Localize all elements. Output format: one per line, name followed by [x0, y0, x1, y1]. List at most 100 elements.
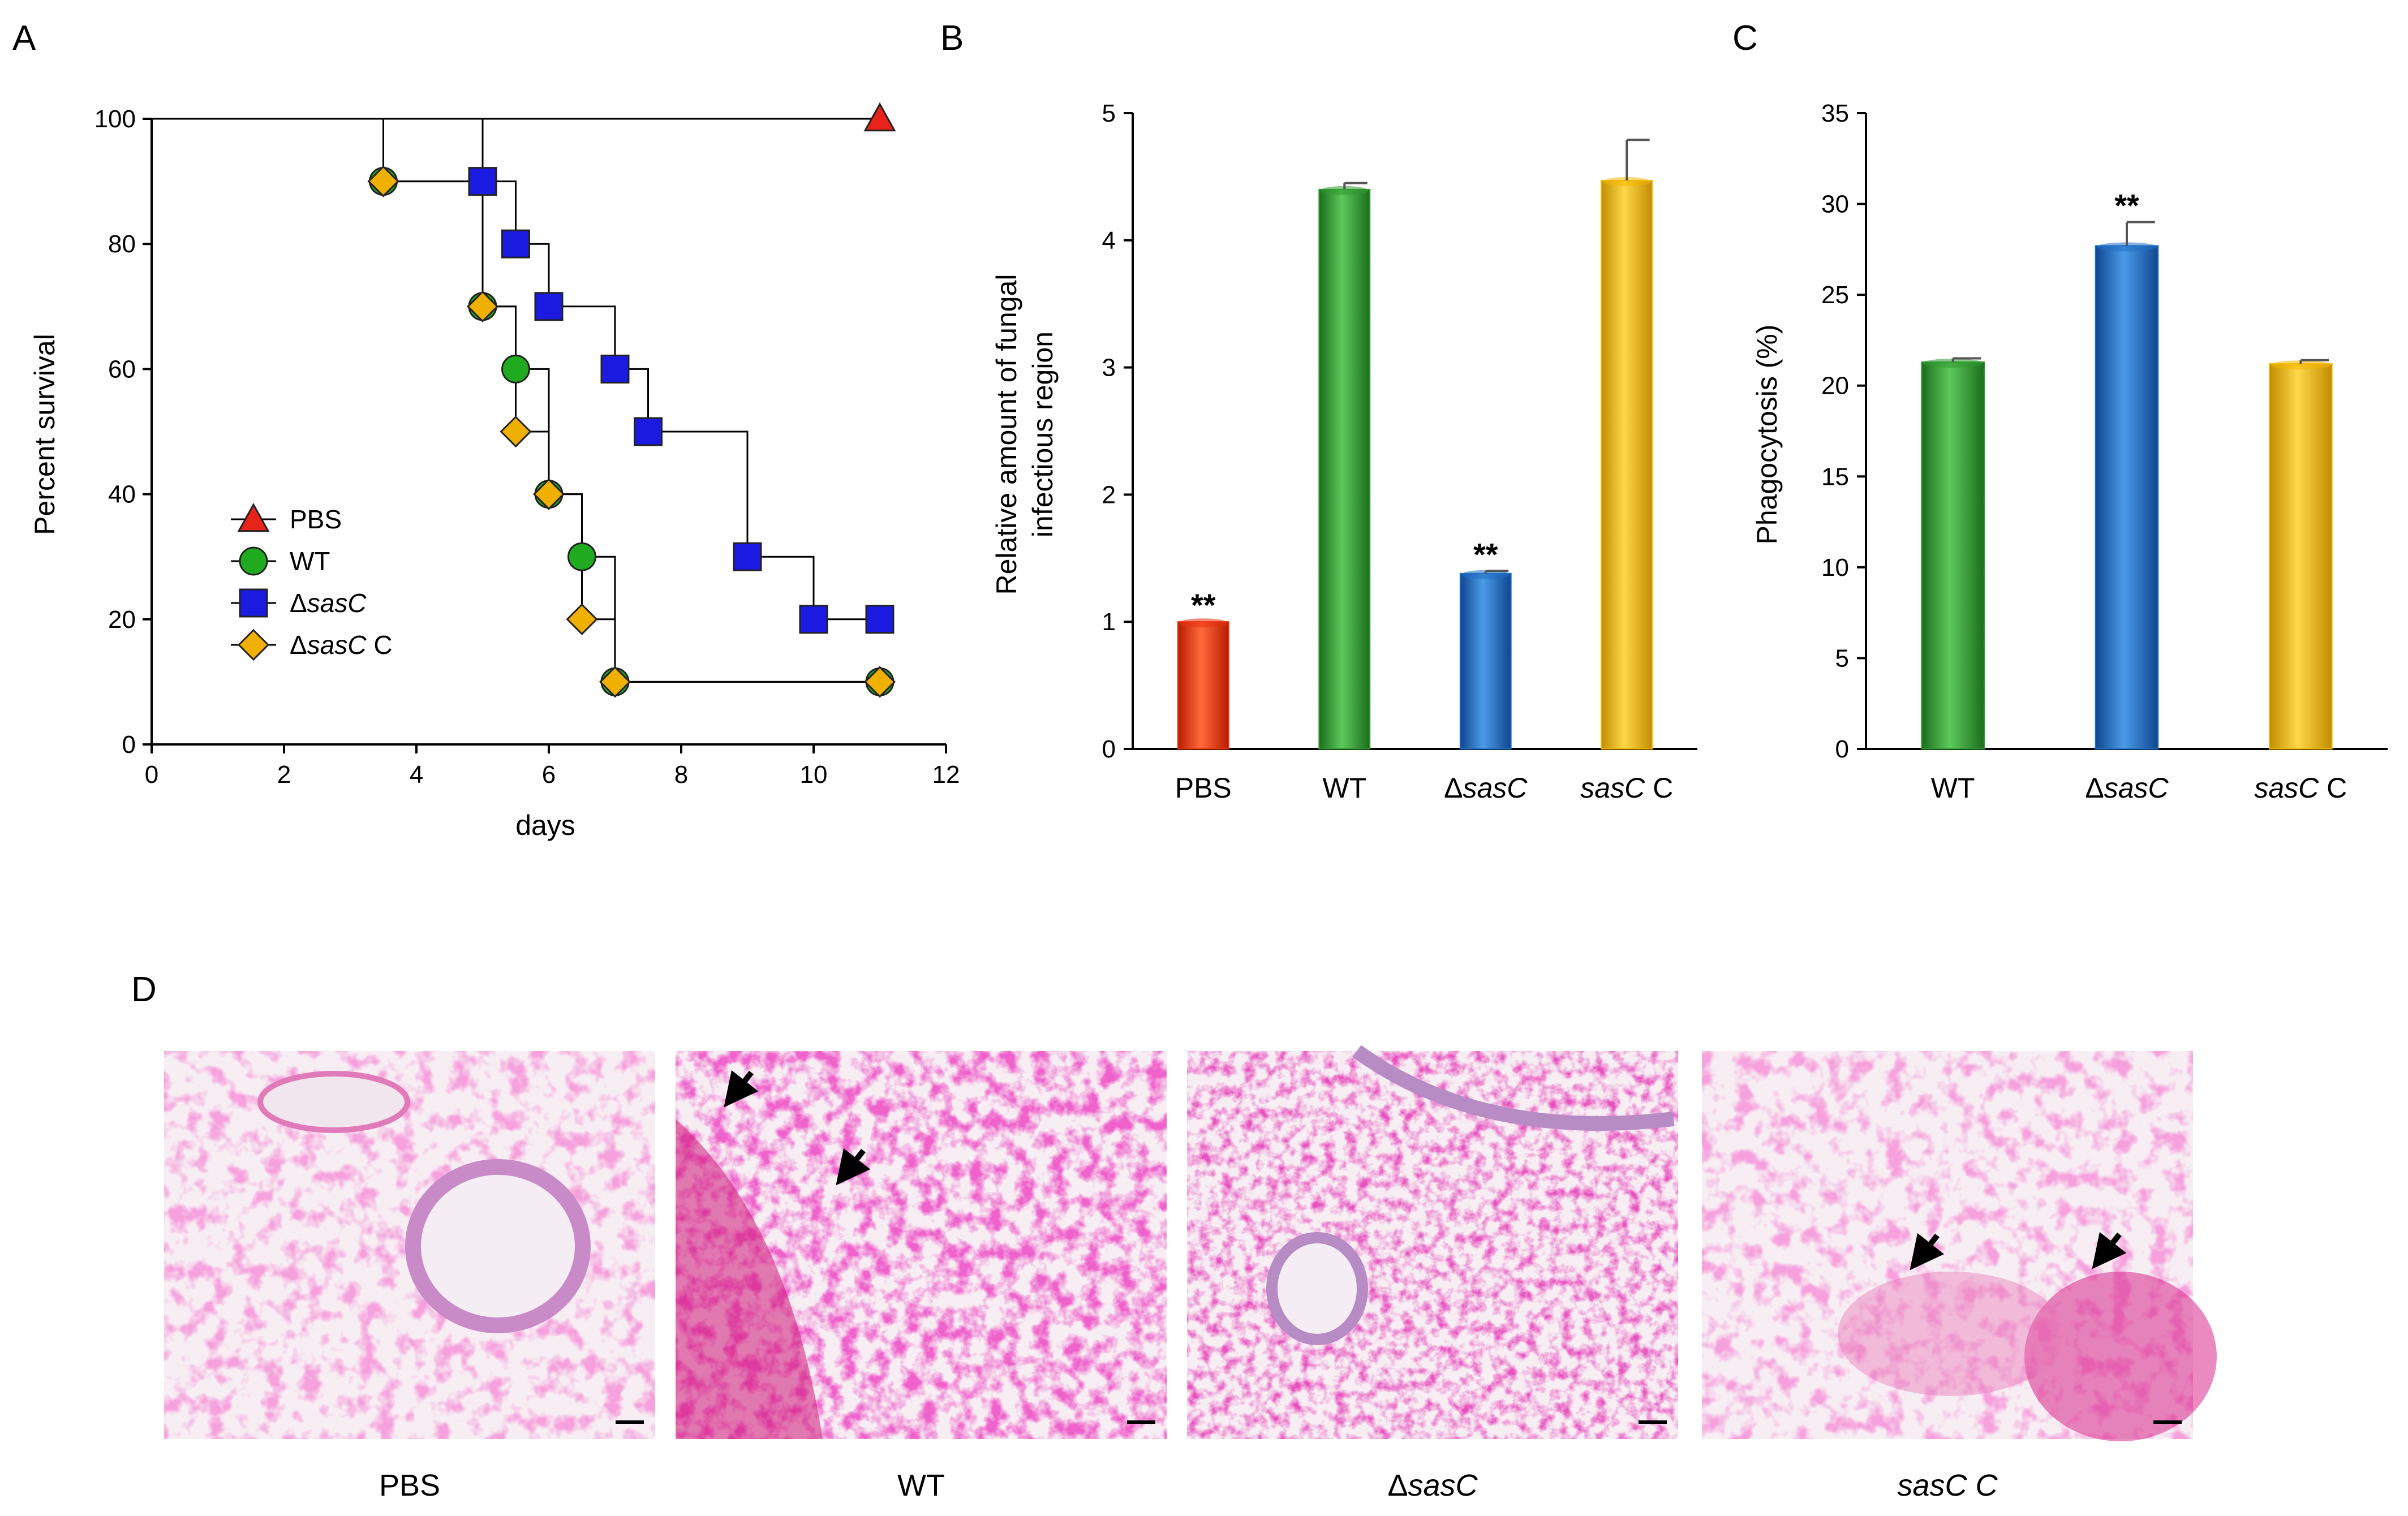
infection-y-axis-label-line2: infectious region — [1027, 331, 1059, 537]
survival-y-axis-label: Percent survival — [29, 334, 61, 535]
phagocytosis-y-tick-label: 30 — [1821, 191, 1849, 218]
survival-y-tick-label: 20 — [108, 606, 136, 634]
micrograph-1 — [676, 1051, 1167, 1439]
infection-y-tick-label: 2 — [1102, 481, 1116, 509]
phagocytosis-y-tick-label: 20 — [1821, 372, 1849, 400]
infection-category-0: PBS — [1175, 772, 1232, 804]
legend-label-2: ΔsasC — [290, 588, 367, 618]
phagocytosis-category-2-suffix: C — [2319, 772, 2347, 804]
survival-y-tick-label: 80 — [108, 230, 136, 258]
phagocytosis-bar-cap-2 — [2271, 360, 2331, 370]
legend-label-3-italic: sasC — [307, 630, 367, 660]
phagocytosis-bar-cap-0 — [1923, 358, 1983, 368]
survival-x-tick-label: 2 — [277, 761, 291, 789]
survival-line-3 — [152, 118, 880, 683]
phagocytosis-bars: ** — [1921, 188, 2333, 750]
legend-label-3-suffix: C — [367, 630, 393, 660]
infection-category-3-italic: sasC — [1580, 772, 1645, 804]
micrograph-label-2-italic: sasC — [1408, 1468, 1478, 1502]
black-arrow-icon — [836, 1148, 871, 1186]
phagocytosis-category-1: ΔsasC — [2085, 772, 2169, 804]
legend-label-2-prefix: Δ — [290, 588, 307, 618]
legend-label-1-suffix: WT — [290, 546, 330, 576]
infection-bar-2 — [1459, 572, 1512, 750]
survival-marker-diamond — [863, 666, 896, 698]
micrograph-3 — [1702, 1051, 2217, 1441]
infection-y-tick-label: 5 — [1102, 100, 1116, 127]
micrograph-label-0: PBS — [379, 1468, 440, 1502]
legend-label-3-prefix: Δ — [290, 630, 307, 660]
survival-marker-diamond — [599, 666, 631, 698]
infection-y-tick-label: 3 — [1102, 354, 1116, 382]
survival-marker-diamond — [500, 415, 532, 448]
infection-bar-cap-0 — [1179, 618, 1228, 628]
survival-x-tick-label: 0 — [145, 761, 158, 789]
survival-marker-square — [468, 167, 497, 196]
legend-marker-circle — [239, 546, 268, 576]
survival-x-tick-label: 4 — [410, 761, 423, 789]
phagocytosis-category-1-prefix: Δ — [2085, 772, 2104, 804]
phagocytosis-y-tick-label: 0 — [1835, 735, 1849, 763]
panel-letter-c: C — [1732, 19, 1758, 58]
survival-y-tick-label: 0 — [122, 731, 136, 759]
survival-marker-diamond — [367, 165, 399, 197]
phagocytosis-bar-1 — [2095, 245, 2159, 750]
micrograph-label-1: WT — [897, 1468, 945, 1502]
survival-x-tick-label: 10 — [800, 761, 828, 789]
phagocytosis-y-tick-label: 35 — [1821, 100, 1849, 127]
survival-markers — [367, 102, 896, 698]
phagocytosis-y-tick-label: 10 — [1821, 554, 1849, 582]
black-arrow-icon — [724, 1070, 759, 1108]
infection-y-axis-label-line1: Relative amount of fungal — [991, 274, 1022, 595]
survival-marker-square — [600, 354, 630, 384]
survival-marker-diamond — [532, 478, 565, 510]
micrograph-label-2: ΔsasC — [1387, 1468, 1478, 1502]
phagocytosis-bar-2 — [2269, 363, 2333, 750]
phagocytosis-y-tick-label: 15 — [1821, 463, 1849, 490]
legend-label-1: WT — [290, 546, 330, 576]
infection-bar-3 — [1601, 180, 1653, 750]
infection-bar-0 — [1177, 621, 1229, 750]
fungal-lesion — [1838, 1272, 2064, 1396]
infection-bar-1 — [1318, 188, 1371, 750]
survival-marker-square — [634, 417, 663, 446]
survival-step-lines — [152, 118, 880, 683]
survival-marker-circle — [501, 354, 530, 384]
survival-x-tick-label: 12 — [932, 761, 960, 789]
infection-bar-cap-1 — [1320, 186, 1369, 195]
legend-marker-diamond — [237, 628, 270, 661]
infection-categories: PBS WT ΔsasC sasC C — [1175, 772, 1673, 804]
infection-category-2: ΔsasC — [1444, 772, 1528, 804]
airway-ring — [1266, 1232, 1368, 1345]
micrograph-label-2-prefix: Δ — [1387, 1468, 1408, 1502]
micrograph-0 — [164, 1051, 655, 1439]
panel-letter-d: D — [131, 970, 157, 1009]
survival-marker-triangle — [863, 102, 896, 132]
micrograph-label-3: sasC C — [1897, 1468, 1998, 1502]
survival-marker-square — [534, 292, 564, 321]
legend-marker-triangle — [237, 502, 270, 532]
legend-label-2-italic: sasC — [307, 588, 367, 618]
infection-y-tick-label: 4 — [1102, 227, 1116, 255]
phagocytosis-category-2: sasC C — [2254, 772, 2347, 804]
airway-wall — [1352, 1045, 1675, 1131]
phagocytosis-y-axis-label: Phagocytosis (%) — [1751, 324, 1783, 544]
infection-category-2-italic: sasC — [1463, 772, 1528, 804]
panel-letter-b: B — [940, 19, 964, 58]
survival-line-2 — [152, 118, 880, 621]
fungal-lesion — [676, 1119, 823, 1439]
survival-x-axis-label: days — [515, 809, 575, 841]
infection-category-1-suffix: WT — [1322, 772, 1366, 804]
survival-y-tick-label: 40 — [108, 481, 136, 509]
infection-y-tick-label: 1 — [1102, 608, 1116, 636]
phagocytosis-bar-cap-1 — [2096, 242, 2157, 252]
survival-marker-square — [733, 542, 762, 571]
phagocytosis-category-0: WT — [1931, 772, 1975, 804]
survival-x-tick-label: 6 — [542, 761, 556, 789]
infection-bar-cap-3 — [1602, 177, 1652, 187]
survival-y-tick-label: 100 — [94, 105, 136, 133]
legend-label-0-suffix: PBS — [290, 505, 342, 534]
